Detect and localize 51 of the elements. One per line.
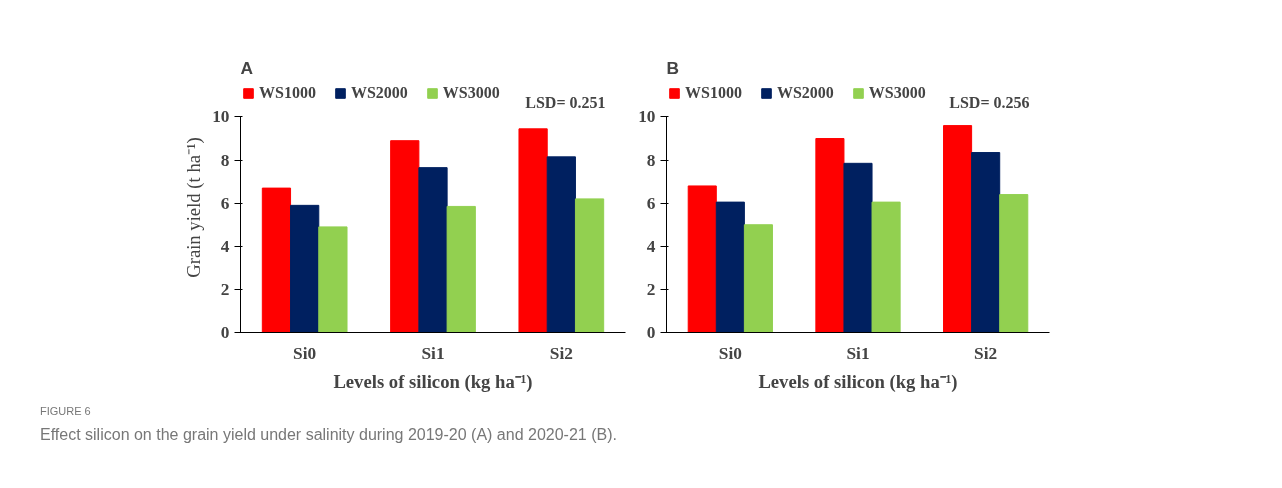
bar [971,152,1001,333]
bar [815,138,845,333]
y-tick-label: 4 [646,236,656,256]
x-axis-title: Levels of silicon (kg ha⁻¹) [333,370,533,393]
text: Effect silicon on the grain yield under salinity during 2019-20 (A) and 2020-21 (B). [40,424,617,445]
bar [290,204,320,333]
bar [574,198,605,333]
chart-title: A [240,57,254,78]
text: LSD= 0.251 [525,93,606,111]
y-tick-label: 10 [638,107,656,127]
legend-label: WS3000 [868,84,926,102]
x-tick-label: Si2 [549,343,573,363]
y-tick-label: 0 [220,323,230,342]
y-tick-label: 8 [220,150,230,170]
bar [546,156,576,333]
y-tick-label: 6 [220,193,230,213]
x-tick-label: Si1 [846,343,870,363]
bar [318,226,348,333]
y-tick-label: 2 [646,279,656,299]
y-tick-label: 6 [646,193,656,213]
bar [871,201,901,333]
bar [843,162,873,333]
caption: FIGURE 6 [40,404,92,419]
bar [518,128,548,333]
legend-label: WS3000 [442,84,500,102]
y-tick-label: 4 [220,236,230,256]
bar [743,224,773,333]
legend-label: WS2000 [350,84,408,102]
legend-label: WS1000 [259,84,316,102]
bar [715,201,745,333]
x-axis-title: Levels of silicon (kg ha⁻¹) [758,370,958,393]
y-tick-label: 10 [212,107,230,127]
bar [446,205,476,333]
bar [687,185,717,333]
y-tick-label: 8 [646,150,656,170]
x-tick-label: Si0 [718,343,742,363]
text: LSD= 0.256 [949,93,1030,111]
bar [261,187,292,333]
chart-title: B [666,57,680,78]
y-tick-label: 0 [646,323,656,342]
legend-label: WS1000 [685,84,742,102]
x-tick-label: Si1 [421,343,445,363]
y-axis-title: Grain yield (t ha⁻¹) [183,137,206,278]
bar [999,194,1029,333]
bar [390,140,420,333]
legend-label: WS2000 [776,84,834,102]
bar [943,125,973,333]
y-tick-label: 2 [220,279,230,299]
x-tick-label: Si0 [293,343,317,363]
bar [418,167,448,333]
x-tick-label: Si2 [974,343,998,363]
